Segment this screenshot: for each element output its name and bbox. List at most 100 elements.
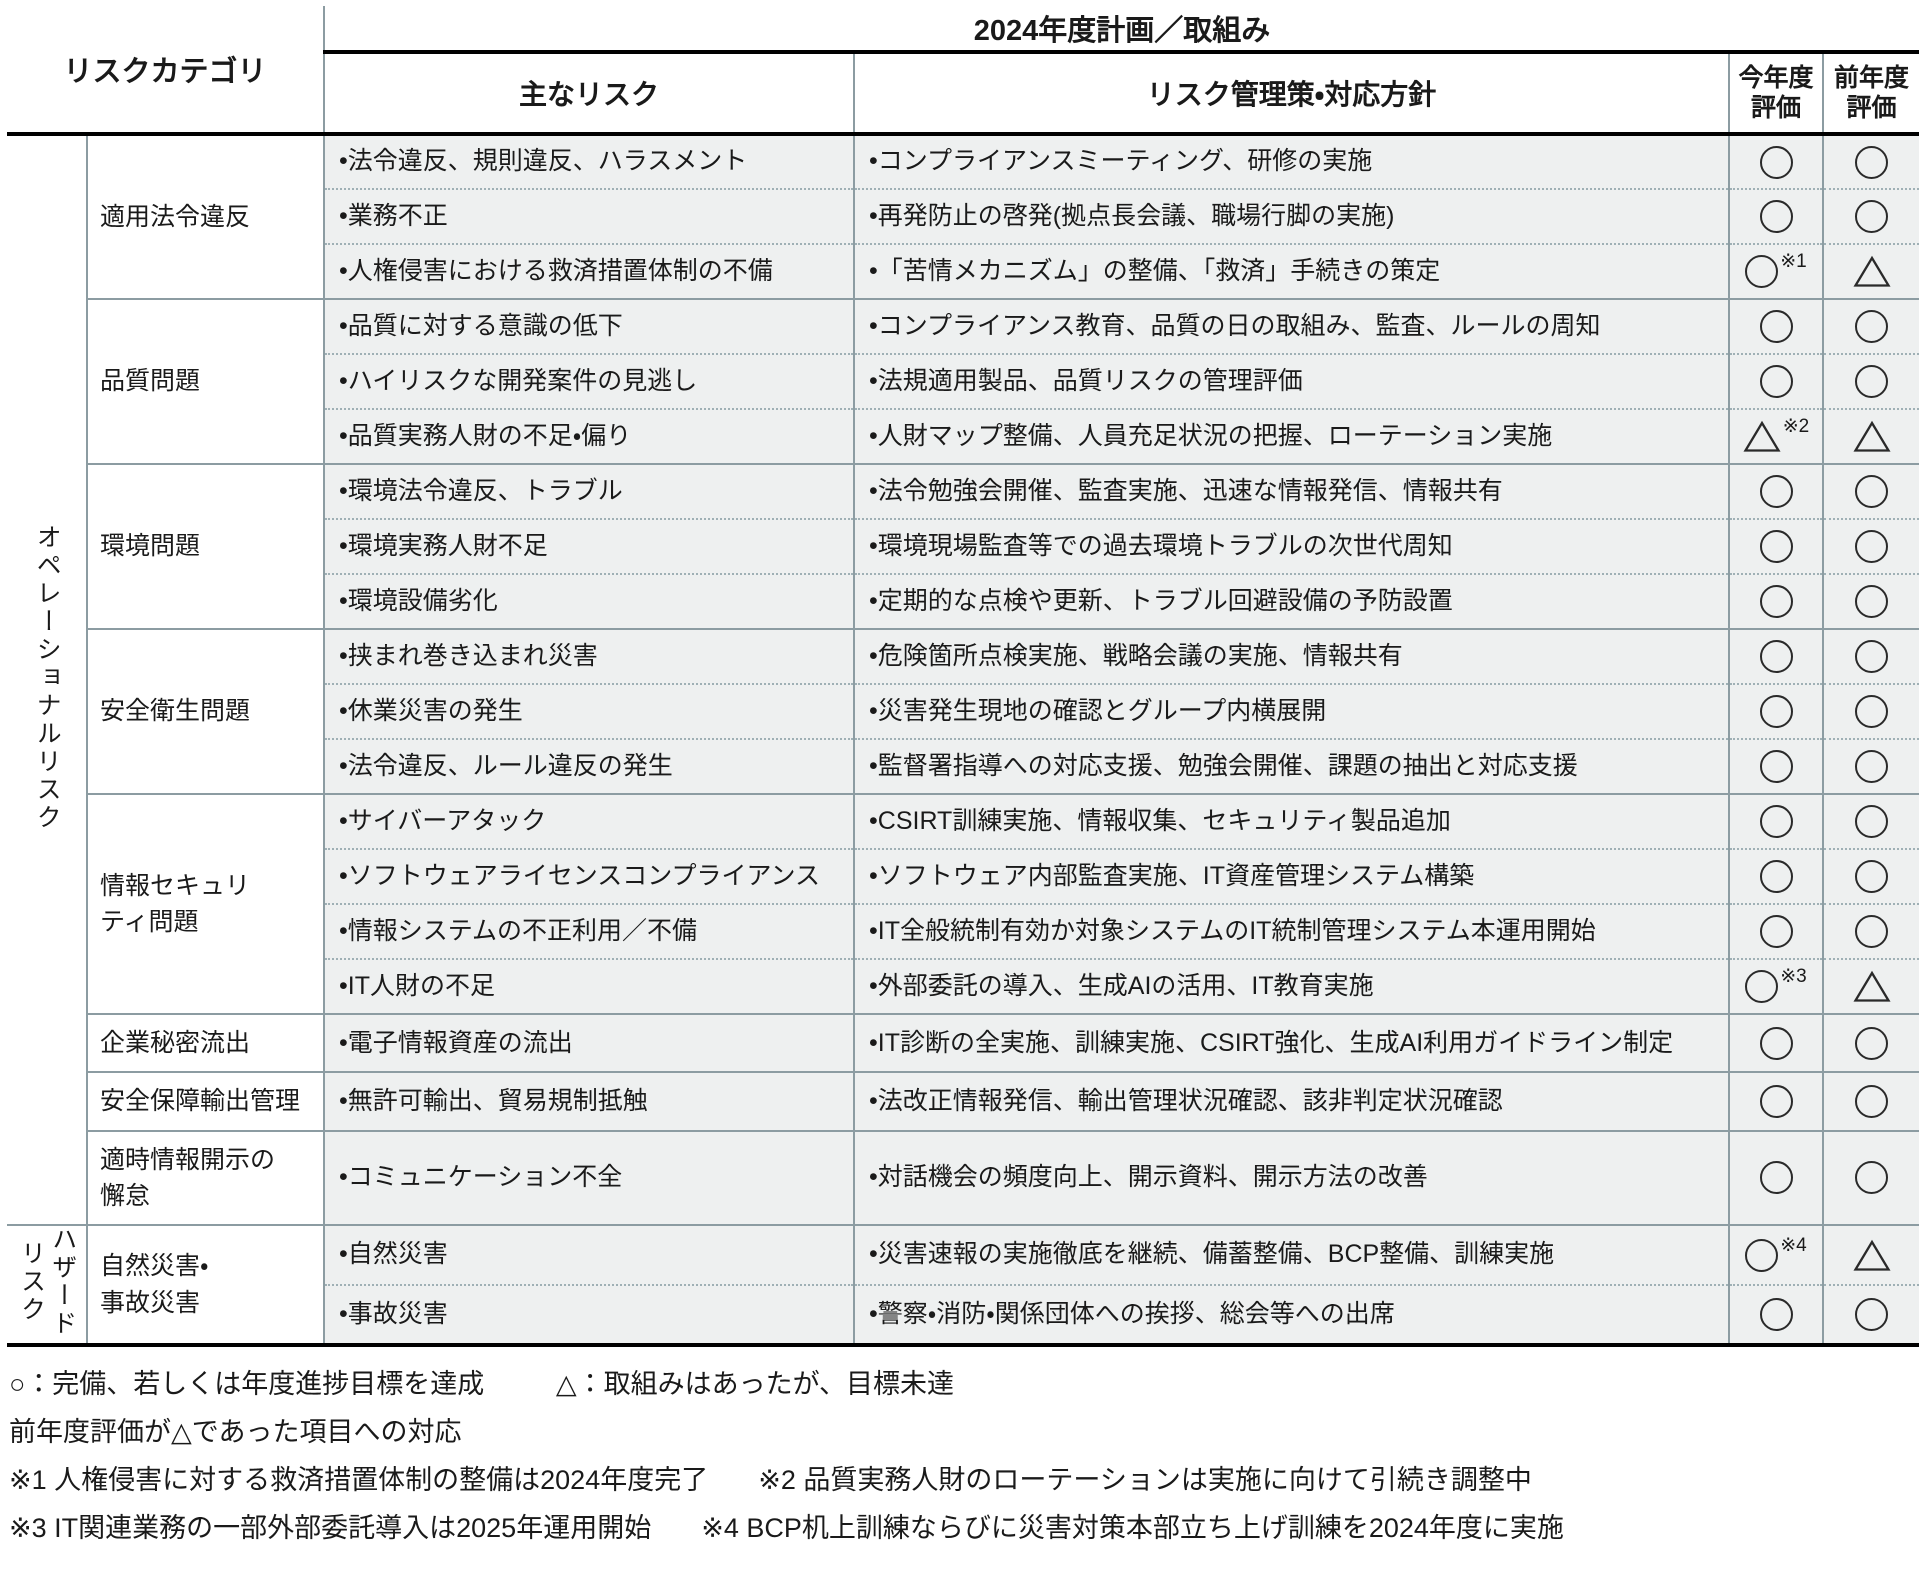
risk-cell: •休業災害の発生 [323,683,855,739]
triangle-mark [1852,255,1891,287]
circle-mark [1745,1238,1779,1272]
eval-mark-wrap [1759,805,1793,838]
eval-note: ※4 [1780,1234,1807,1256]
risk-cell: •ハイリスクな開発案件の見逃し [323,353,855,409]
eval-mark-wrap [1759,530,1793,563]
current-eval-cell [1728,793,1824,849]
current-eval-cell [1728,738,1824,794]
eval-mark-wrap [1855,805,1889,838]
current-eval-cell [1728,353,1824,409]
group-vertical-label-line: ハザード [48,1226,77,1338]
eval-mark-wrap [1759,365,1793,398]
eval-mark-wrap [1855,310,1889,343]
current-eval-cell [1728,298,1824,354]
triangle-mark [1852,420,1891,452]
previous-eval-cell [1822,683,1920,739]
group-vertical-label-line: オペレーショナルリスク [33,523,62,832]
previous-eval-cell [1822,134,1920,189]
eval-mark-wrap [1852,1239,1891,1272]
table-row: 安全衛生問題 •挟まれ巻き込まれ災害 •危険箇所点検実施、戦略会議の実施、情報共有 [7,628,1920,794]
management-cell: •法改正情報発信、輸出管理状況確認、該非判定状況確認 [853,1071,1730,1131]
eval-mark-wrap [1855,1161,1889,1195]
eval-note: ※3 [1780,966,1807,987]
table-row: •情報システムの不正利用／不備 •IT全般統制有効か対象システムのIT統制管理シス… [7,903,1920,959]
current-eval-cell: ※2 [1728,408,1824,464]
current-eval-cell [1728,463,1824,519]
management-cell: •CSIRT訓練実施、情報収集、セキュリティ製品追加 [853,793,1730,849]
circle-mark [1855,750,1889,783]
management-cell: •再発防止の啓発(拠点長会議、職場行脚の実施) [853,188,1730,244]
main-risk-header: 主なリスク [323,52,855,136]
triangle-mark [1852,970,1891,1002]
group-vertical-label: ハザード リスク [15,1226,78,1338]
circle-mark [1759,860,1793,893]
category-cell: 適用法令違反 [85,134,325,299]
table-row: 情報セキュリ ティ問題 •サイバーアタック •CSIRT訓練実施、情報収集、セキュリ… [7,793,1920,1014]
management-cell: •コンプライアンスミーティング、研修の実施 [853,134,1730,189]
eval-mark-wrap [1855,750,1889,783]
eval-mark-wrap: ※2 [1743,417,1809,453]
management-cell: •定期的な点検や更新、トラブル回避設備の予防設置 [853,573,1730,629]
risk-cell: •品質実務人財の不足・偏り [323,408,855,464]
previous-eval-cell [1822,738,1920,794]
risk-cell: •法令違反、ルール違反の発生 [323,738,855,794]
circle-mark [1855,915,1889,948]
eval-mark-wrap [1759,750,1793,783]
eval-mark-wrap [1759,475,1793,508]
circle-mark [1855,475,1889,508]
circle-mark [1759,915,1793,948]
current-eval-cell [1728,573,1824,629]
category-cell: 安全保障輸出管理 [85,1071,325,1131]
eval-mark-wrap [1855,200,1889,233]
circle-mark [1759,805,1793,838]
circle-mark [1759,1084,1793,1118]
footnote-item: ※1 人権侵害に対する救済措置体制の整備は2024年度完了 [9,1465,709,1496]
previous-eval-cell [1822,1284,1920,1345]
management-cell: •環境現場監査等での過去環境トラブルの次世代周知 [853,518,1730,574]
current-eval-cell [1728,518,1824,574]
eval-mark-wrap [1855,585,1889,618]
management-cell: •「苦情メカニズム」の整備、「救済」手続きの策定 [853,243,1730,299]
eval-mark-wrap [1759,915,1793,948]
response-heading: 前年度評価が△であった項目への対応 [9,1417,462,1448]
eval-mark-wrap [1759,585,1793,618]
circle-mark [1759,310,1793,343]
table-row: •環境設備劣化 •定期的な点検や更新、トラブル回避設備の予防設置 [7,573,1920,629]
eval-mark-wrap [1852,970,1891,1003]
eval-mark-wrap [1759,1026,1793,1060]
management-cell: •法規適用製品、品質リスクの管理評価 [853,353,1730,409]
eval-mark-wrap [1855,695,1889,728]
eval-note: ※1 [1780,251,1807,272]
eval-mark-wrap [1759,1084,1793,1118]
risk-cell: •自然災害 [323,1224,855,1285]
management-cell: •災害発生現地の確認とグループ内横展開 [853,683,1730,739]
risk-cell: •人権侵害における救済措置体制の不備 [323,243,855,299]
circle-mark [1759,1026,1793,1060]
risk-cell: •事故災害 [323,1284,855,1345]
table-row: •IT人財の不足 •外部委託の導入、生成AIの活用、IT教育実施 ※3 [7,958,1920,1014]
eval-mark-wrap [1855,1084,1889,1118]
table-row: 企業秘密流出 •電子情報資産の流出 •IT診断の全実施、訓練実施、CSIRT強化、生… [7,1012,1920,1073]
circle-mark [1759,1161,1793,1195]
previous-eval-cell [1822,628,1920,684]
eval-mark-wrap [1759,1161,1793,1195]
circle-mark [1759,145,1793,179]
table-row: •法令違反、ルール違反の発生 •監督署指導への対応支援、勉強会開催、課題の抽出と対… [7,738,1920,794]
risk-cell: •環境実務人財不足 [323,518,855,574]
legend-line: ○：完備、若しくは年度進捗目標を達成 △：取組みはあったが、目標未達 [9,1367,1920,1402]
table-row: •環境実務人財不足 •環境現場監査等での過去環境トラブルの次世代周知 [7,518,1920,574]
circle-mark [1855,1161,1889,1195]
previous-eval-cell [1822,848,1920,904]
previous-eval-cell [1822,353,1920,409]
table-row: •品質実務人財の不足・偏り •人財マップ整備、人員充足状況の把握、ローテーション実… [7,408,1920,464]
eval-mark-wrap [1855,860,1889,893]
circle-mark [1759,640,1793,673]
circle-mark [1759,695,1793,728]
circle-mark [1759,200,1793,233]
triangle-mark [1743,420,1781,452]
footnote-item: ※3 IT関連業務の一部外部委託導入は2025年運用開始 [9,1513,652,1544]
category-cell: 品質問題 [85,298,325,464]
risk-cell: •業務不正 [323,188,855,244]
table-row: 環境問題 •環境法令違反、トラブル •法令勉強会開催、監査実施、迅速な情報発信、情報… [7,463,1920,629]
